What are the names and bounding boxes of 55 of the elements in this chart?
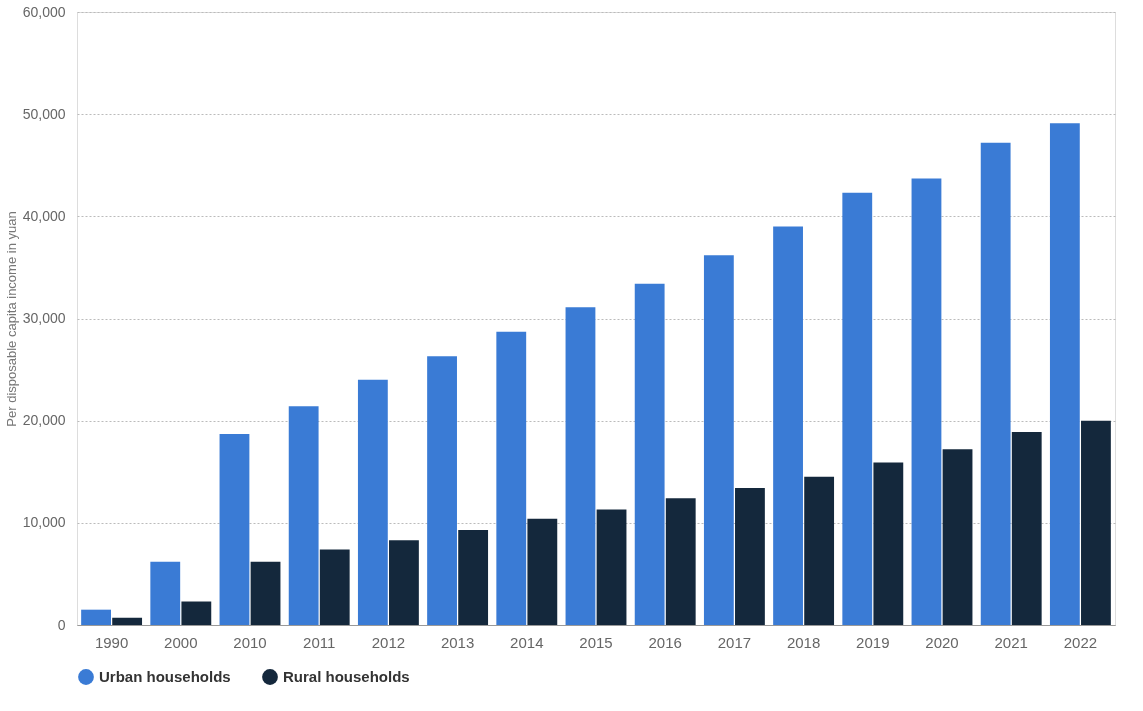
y-axis-title: Per disposable capita income in yuan (3, 211, 19, 427)
bar (150, 561, 181, 625)
bar (389, 540, 419, 625)
bar (1011, 431, 1042, 625)
bar (250, 561, 281, 625)
bar (1081, 420, 1111, 625)
x-tick-label: 1990 (94, 633, 129, 651)
x-tick-label: 2018 (786, 633, 821, 651)
bar (112, 617, 143, 625)
x-tick-label: 2017 (717, 633, 752, 651)
y-tick-label: 40,000 (22, 207, 66, 224)
x-tick-label: 2019 (856, 633, 890, 651)
bar (357, 379, 388, 625)
bar (527, 518, 558, 625)
y-tick-label: 0 (57, 616, 66, 633)
x-tick-label: 2000 (164, 633, 198, 651)
y-tick-label: 60,000 (22, 3, 66, 20)
bar (665, 498, 696, 625)
x-tick-label: 2014 (510, 633, 544, 651)
bar (773, 226, 803, 625)
x-tick-label: 2015 (579, 633, 613, 651)
y-tick-label: 30,000 (22, 310, 66, 326)
x-tick-label: 2012 (371, 633, 406, 651)
legend-label: Urban households (99, 668, 231, 685)
bar (81, 609, 111, 625)
bar (842, 192, 873, 625)
bar (1049, 123, 1080, 625)
bar (181, 601, 212, 625)
x-tick-label: 2016 (648, 633, 682, 651)
bar (703, 255, 734, 625)
x-tick-label: 2021 (994, 633, 1028, 651)
legend-label: Rural households (283, 668, 410, 685)
bar (288, 406, 319, 625)
x-tick-label: 2020 (925, 633, 959, 651)
bar (458, 529, 489, 625)
bar (596, 509, 627, 625)
bar (319, 549, 350, 625)
x-tick-label: 2022 (1063, 633, 1098, 651)
bar (980, 142, 1011, 625)
y-tick-label: 10,000 (22, 514, 66, 531)
y-tick-label: 50,000 (22, 105, 66, 122)
bar (873, 462, 904, 625)
bar (427, 356, 457, 625)
bar (911, 178, 942, 625)
bar (735, 488, 765, 625)
bar (942, 449, 973, 625)
x-tick-label: 2013 (440, 633, 475, 651)
bar (804, 476, 835, 625)
x-tick-label: 2010 (233, 633, 267, 651)
bar (565, 307, 596, 625)
x-tick-label: 2011 (303, 633, 336, 651)
y-tick-label: 20,000 (22, 412, 66, 429)
bar (496, 331, 527, 625)
bar (219, 433, 250, 625)
bar (634, 283, 665, 625)
